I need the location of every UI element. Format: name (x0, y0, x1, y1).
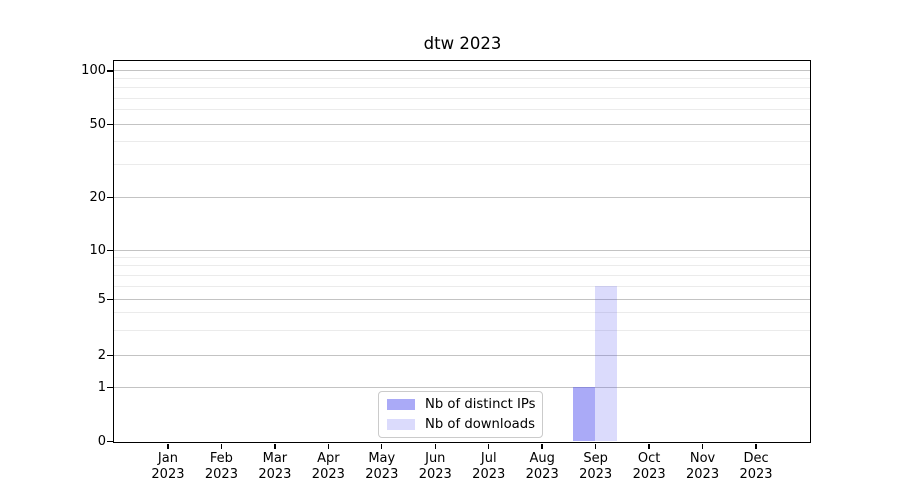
x-tick-label-sep: Sep 2023 (564, 451, 628, 482)
legend-label-downloads: Nb of downloads (425, 417, 535, 432)
minor-gridline-40 (114, 141, 810, 143)
legend-label-distinct-ips: Nb of distinct IPs (425, 397, 536, 412)
y-tick-100 (107, 70, 113, 72)
x-tick-month: Mar (262, 451, 288, 466)
x-tick-jul (488, 443, 490, 449)
minor-gridline-4 (114, 312, 810, 314)
x-tick-year: 2023 (472, 466, 506, 482)
x-tick-month: Sep (583, 451, 608, 466)
y-tick-label-20: 20 (89, 189, 106, 205)
x-tick-year: 2023 (258, 466, 292, 482)
x-tick-apr (327, 443, 330, 449)
x-tick-label-feb: Feb 2023 (189, 451, 253, 482)
major-gridline-50 (114, 123, 810, 125)
y-tick-label-5: 5 (97, 291, 106, 307)
x-tick-may (381, 443, 383, 449)
x-tick-year: 2023 (525, 466, 559, 482)
y-tick-label-2: 2 (97, 347, 106, 363)
y-tick-2 (107, 354, 113, 357)
minor-gridline-80 (114, 87, 810, 89)
minor-gridline-60 (114, 109, 810, 111)
chart-title: dtw 2023 (423, 34, 502, 53)
x-tick-jun (434, 443, 436, 449)
x-tick-mar (274, 443, 276, 449)
minor-gridline-9 (114, 256, 810, 258)
x-tick-aug (541, 443, 543, 449)
major-gridline-20 (114, 196, 810, 198)
x-tick-label-nov: Nov 2023 (671, 451, 735, 482)
y-tick-10 (107, 249, 113, 252)
y-tick-1 (107, 386, 113, 389)
minor-gridline-8 (114, 265, 810, 267)
x-tick-month: Aug (529, 451, 555, 466)
y-tick-50 (107, 123, 113, 126)
x-tick-label-may: May 2023 (350, 451, 414, 482)
minor-gridline-30 (114, 164, 810, 166)
x-tick-label-jun: Jun 2023 (403, 451, 467, 482)
x-tick-label-dec: Dec 2023 (724, 451, 788, 482)
x-tick-year: 2023 (204, 466, 238, 482)
x-tick-month: Oct (637, 451, 661, 466)
minor-gridline-70 (114, 97, 810, 99)
legend-row-downloads: Nb of downloads (387, 417, 542, 432)
minor-gridline-90 (114, 78, 810, 80)
x-tick-label-aug: Aug 2023 (510, 451, 574, 482)
x-tick-year: 2023 (311, 466, 345, 482)
y-tick-label-100: 100 (81, 63, 106, 78)
x-tick-oct (648, 443, 650, 449)
bar-nb-of-downloads-sep (595, 286, 618, 441)
x-tick-month: Feb (209, 451, 233, 466)
x-tick-year: 2023 (579, 466, 613, 482)
legend: Nb of distinct IPs Nb of downloads (378, 391, 543, 438)
y-tick-20 (107, 196, 113, 199)
minor-gridline-7 (114, 274, 810, 276)
legend-row-distinct-ips: Nb of distinct IPs (387, 397, 542, 412)
major-gridline-2 (114, 354, 810, 356)
x-tick-dec (755, 443, 757, 449)
plot-area (113, 60, 811, 443)
legend-swatch-downloads-icon (387, 419, 415, 430)
x-tick-month: Jan (157, 451, 178, 466)
x-tick-jan (167, 443, 169, 449)
bar-nb-of-distinct-ips-sep (573, 387, 596, 441)
x-tick-nov (701, 443, 704, 449)
x-tick-label-mar: Mar 2023 (243, 451, 307, 482)
x-tick-month: Dec (743, 451, 769, 466)
x-tick-feb (220, 443, 223, 449)
x-tick-year: 2023 (151, 466, 185, 482)
x-tick-month: Jul (480, 451, 497, 466)
minor-gridline-3 (114, 329, 810, 331)
x-tick-sep (594, 443, 597, 449)
x-tick-month: Apr (317, 451, 340, 466)
legend-swatch-distinct-ips-icon (387, 399, 415, 410)
x-tick-label-apr: Apr 2023 (296, 451, 360, 482)
major-gridline-1 (114, 386, 810, 388)
x-tick-year: 2023 (686, 466, 720, 482)
x-tick-label-jan: Jan 2023 (136, 451, 200, 482)
y-tick-label-1: 1 (97, 379, 106, 395)
x-tick-month: Jun (425, 451, 446, 466)
x-tick-year: 2023 (632, 466, 666, 482)
x-tick-year: 2023 (365, 466, 399, 482)
x-tick-label-jul: Jul 2023 (457, 451, 521, 482)
x-tick-year: 2023 (739, 466, 773, 482)
y-tick-label-0: 0 (97, 433, 106, 449)
x-tick-month: May (368, 451, 396, 466)
x-tick-label-oct: Oct 2023 (617, 451, 681, 482)
y-tick-label-50: 50 (89, 116, 106, 132)
y-tick-label-10: 10 (89, 242, 106, 258)
major-gridline-100 (114, 70, 810, 71)
y-tick-0 (107, 440, 113, 443)
x-tick-year: 2023 (418, 466, 452, 482)
major-gridline-10 (114, 249, 810, 251)
major-gridline-5 (114, 298, 810, 300)
minor-gridline-6 (114, 285, 810, 287)
y-tick-5 (107, 298, 113, 301)
x-tick-month: Nov (689, 451, 716, 466)
